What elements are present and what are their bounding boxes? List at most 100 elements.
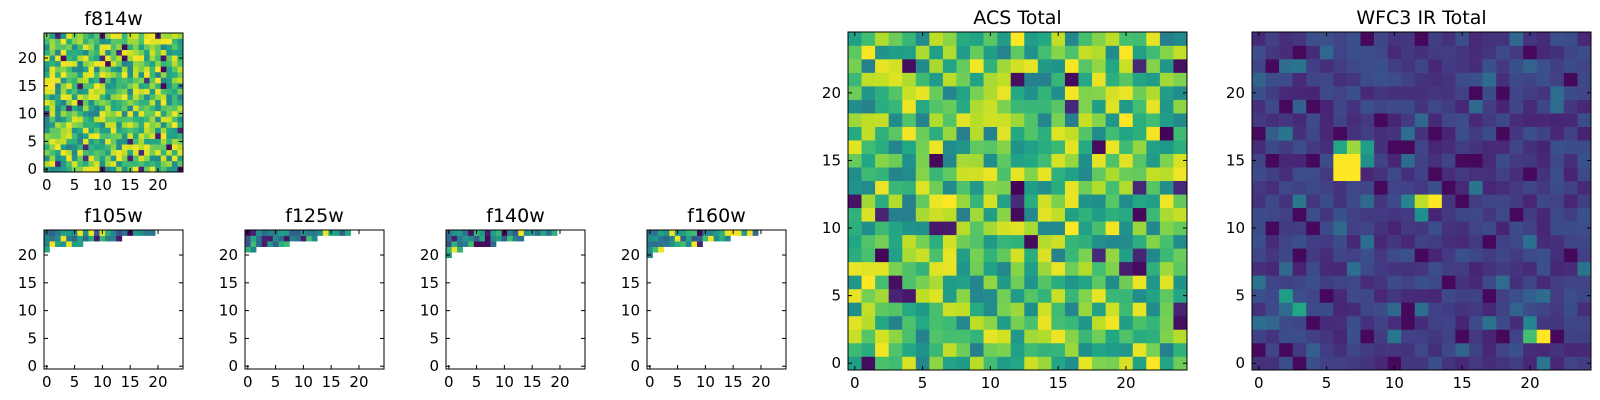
heatmap-cell (71, 55, 78, 62)
heatmap-cell (149, 33, 156, 39)
heatmap-cell (177, 77, 184, 84)
heatmap-cell (71, 121, 78, 128)
heatmap-cell (446, 235, 452, 242)
heatmap-cell (1482, 248, 1497, 263)
heatmap-cell (1037, 275, 1052, 290)
heatmap-cell (55, 94, 61, 101)
heatmap-cell (1105, 45, 1120, 60)
heatmap-cell (1010, 45, 1025, 60)
heatmap-cell (1306, 194, 1321, 209)
heatmap-cell (697, 235, 703, 242)
y-tick-label: 5 (630, 329, 640, 347)
heatmap-cell (1146, 194, 1161, 209)
heatmap-cell (1401, 275, 1416, 290)
heatmap-cell (1010, 126, 1025, 141)
heatmap-cell (997, 45, 1012, 60)
heatmap-cell (94, 66, 100, 73)
heatmap-cell (55, 230, 61, 236)
heatmap-cell (71, 77, 78, 84)
heatmap-cell (155, 138, 162, 145)
heatmap-cell (997, 234, 1012, 249)
heatmap-cell (479, 235, 486, 242)
heatmap-cell (1146, 86, 1161, 100)
heatmap-cell (49, 235, 56, 242)
heatmap-cell (983, 261, 998, 276)
heatmap-cell (171, 110, 178, 117)
heatmap-cell (110, 99, 117, 106)
heatmap-cell (1037, 302, 1052, 317)
heatmap-cell (55, 66, 61, 73)
heatmap-cell (49, 88, 56, 95)
heatmap-cell (875, 72, 889, 87)
heatmap-cell (1468, 126, 1483, 141)
heatmap-cell (956, 180, 971, 195)
heatmap-cell (848, 140, 862, 154)
heatmap-cell (1536, 356, 1551, 371)
heatmap-cell (171, 38, 178, 45)
heatmap-cell (88, 230, 95, 236)
heatmap-cell (116, 60, 123, 67)
heatmap-cell (983, 207, 998, 222)
heatmap-cell (1496, 288, 1510, 303)
heatmap-cell (88, 99, 95, 106)
heatmap-cell (60, 83, 67, 89)
heatmap-cell (1119, 113, 1134, 127)
heatmap-cell (1024, 275, 1039, 290)
heatmap-cell (1159, 113, 1174, 127)
heatmap-cell (94, 149, 100, 156)
heatmap-cell (77, 88, 84, 95)
heatmap-cell (1119, 261, 1134, 276)
heatmap-cell (1159, 126, 1174, 141)
heatmap-cell (82, 44, 89, 50)
heatmap-cell (155, 149, 162, 156)
y-tick-label: 20 (621, 246, 640, 264)
heatmap-cell (1563, 302, 1578, 317)
heatmap-cell (99, 66, 106, 73)
heatmap-cell (1292, 234, 1307, 249)
heatmap-cell (166, 71, 173, 78)
heatmap-cell (166, 60, 173, 67)
heatmap-cell (127, 49, 134, 56)
heatmap-cell (1414, 356, 1429, 371)
heatmap-cell (49, 105, 56, 112)
heatmap-cell (1319, 140, 1334, 154)
heatmap-cell (1414, 221, 1429, 236)
heatmap-cell (1092, 45, 1106, 60)
heatmap-cell (1360, 302, 1375, 317)
heatmap-cell (171, 127, 178, 134)
heatmap-cell (55, 105, 61, 112)
heatmap-cell (71, 144, 78, 151)
heatmap-cell (484, 241, 491, 247)
heatmap-cell (71, 94, 78, 101)
heatmap-cell (1279, 45, 1293, 60)
heatmap-cell (1346, 302, 1361, 317)
heatmap-cell (956, 140, 971, 154)
heatmap-cell (983, 221, 998, 236)
heatmap-cell (983, 288, 998, 303)
heatmap-cell (1509, 275, 1524, 290)
heatmap-cell (1496, 248, 1510, 263)
heatmap-cell (60, 235, 67, 242)
heatmap-cell (915, 72, 930, 87)
heatmap-cell (1024, 180, 1039, 195)
heatmap-cell (1346, 59, 1361, 73)
heatmap-cell (1523, 194, 1538, 209)
heatmap-cell (1024, 99, 1039, 114)
heatmap-cell (875, 126, 889, 141)
heatmap-cell (1536, 288, 1551, 303)
heatmap-cell (1563, 113, 1578, 127)
heatmap-cell (144, 49, 150, 56)
heatmap-cell (1333, 59, 1348, 73)
heatmap-cell (1132, 342, 1147, 357)
heatmap-cell (1550, 126, 1565, 141)
heatmap-cell (1414, 32, 1429, 46)
heatmap-cell (71, 60, 78, 67)
heatmap-cell (1252, 180, 1266, 195)
heatmap-cell (1455, 315, 1470, 330)
heatmap-cell (127, 71, 134, 78)
heatmap-cell (1159, 99, 1174, 114)
heatmap-cell (1468, 275, 1483, 290)
heatmap-cell (929, 140, 944, 154)
heatmap-cell (1306, 248, 1321, 263)
heatmap-cell (171, 166, 178, 173)
